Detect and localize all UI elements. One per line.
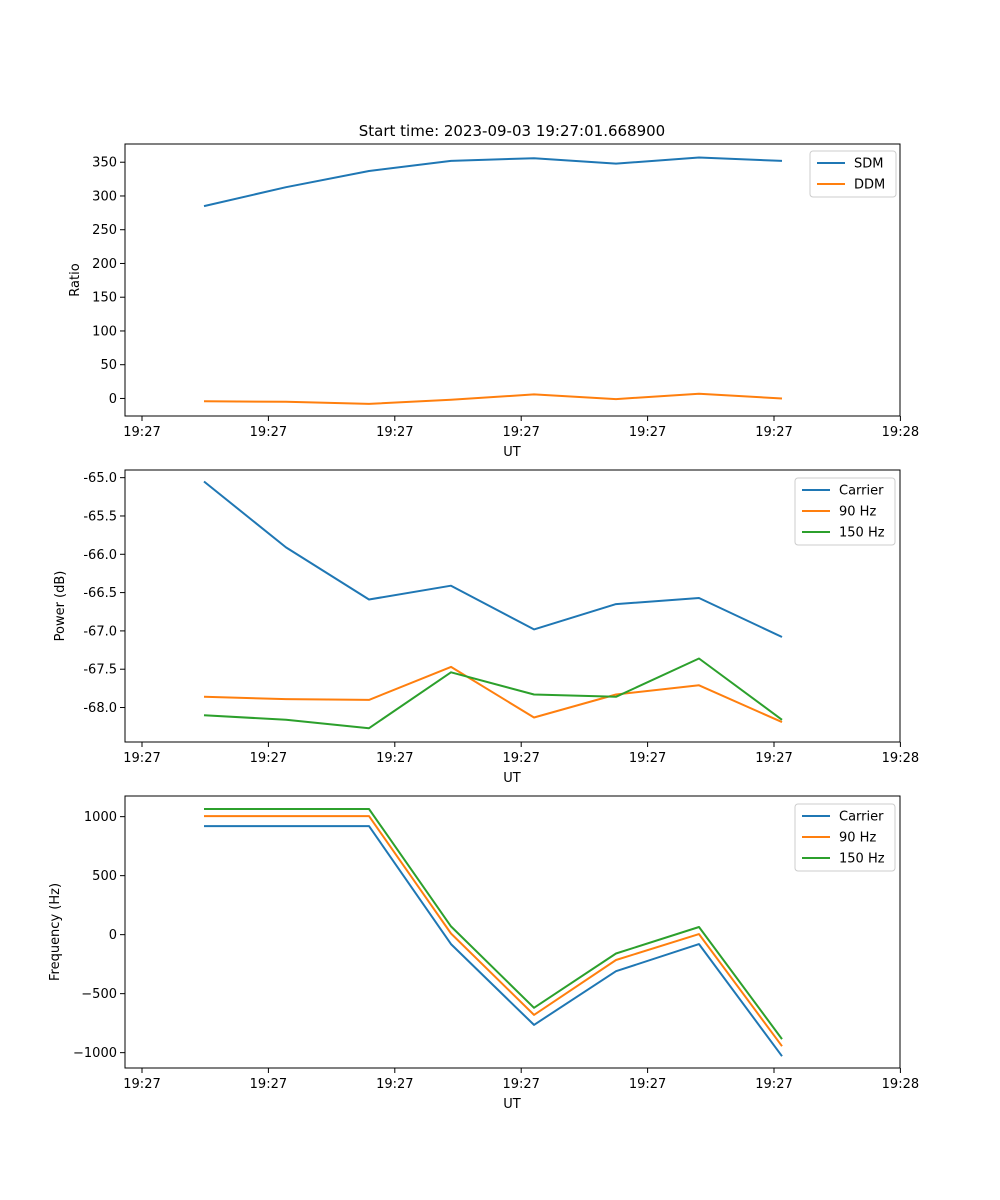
legend: SDM DDM <box>809 150 897 198</box>
y-tick-label: -68.0 <box>83 701 117 716</box>
axes-frame <box>124 143 901 417</box>
x-tick-label: 19:27 <box>502 425 539 440</box>
y-tick-label: 1000 <box>84 810 117 825</box>
y-tick-label: -66.5 <box>83 586 117 601</box>
subplot-power: UT Power (dB) 19:27 19:27 19:27 19:27 19:27 1… <box>53 469 919 786</box>
subplot-frequency: UT Frequency (Hz) 19:27 19:27 19:27 19:27 19… <box>48 795 919 1112</box>
axes-frame <box>124 469 901 743</box>
y-axis-label: Ratio <box>68 263 83 296</box>
x-tick-label: 19:27 <box>376 425 413 440</box>
x-tick-label: 19:27 <box>376 751 413 766</box>
y-tick-label: −500 <box>81 987 117 1002</box>
x-tick-label: 19:28 <box>882 751 919 766</box>
x-tick-label: 19:27 <box>123 751 160 766</box>
x-tick-label: 19:27 <box>250 425 287 440</box>
x-tick-label: 19:27 <box>502 1077 539 1092</box>
x-tick-label: 19:27 <box>755 425 792 440</box>
x-tick-label: 19:27 <box>123 1077 160 1092</box>
legend-label: 90 Hz <box>839 831 876 846</box>
series-line-150-hz <box>203 657 783 730</box>
series-line-carrier <box>203 480 783 638</box>
y-tick-label: 50 <box>100 358 117 373</box>
legend-label: Carrier <box>839 810 884 825</box>
legend-label: 150 Hz <box>839 852 885 867</box>
series-lines <box>203 480 783 730</box>
series-lines <box>203 156 783 405</box>
x-axis-label: UT <box>503 1097 521 1112</box>
x-tick-label: 19:27 <box>629 1077 666 1092</box>
y-tick-label: −1000 <box>73 1046 117 1061</box>
legend-box <box>794 803 896 872</box>
legend-label: 150 Hz <box>839 526 885 541</box>
y-tick-label: 350 <box>92 156 117 171</box>
x-tick-label: 19:28 <box>882 425 919 440</box>
y-tick-label: -67.0 <box>83 624 117 639</box>
x-tick-label: 19:27 <box>376 1077 413 1092</box>
y-tick-label: 100 <box>92 324 117 339</box>
x-tick-label: 19:27 <box>629 425 666 440</box>
x-tick-label: 19:27 <box>123 425 160 440</box>
legend-label: 90 Hz <box>839 505 876 520</box>
x-tick-label: 19:27 <box>250 751 287 766</box>
x-tick-label: 19:27 <box>755 1077 792 1092</box>
legend-label: SDM <box>854 157 883 172</box>
y-tick-label: 250 <box>92 223 117 238</box>
series-line-90-hz <box>203 665 783 724</box>
y-tick-label: 200 <box>92 257 117 272</box>
x-axis-label: UT <box>503 771 521 786</box>
legend: Carrier 90 Hz 150 Hz <box>794 477 896 546</box>
y-tick-label: 300 <box>92 189 117 204</box>
x-tick-label: 19:27 <box>755 751 792 766</box>
y-tick-label: -65.0 <box>83 471 117 486</box>
series-line-ddm <box>203 392 783 405</box>
x-tick-label: 19:28 <box>882 1077 919 1092</box>
y-tick-label: -67.5 <box>83 663 117 678</box>
y-tick-label: 500 <box>92 869 117 884</box>
series-line-90-hz <box>204 815 783 1047</box>
series-line-150-hz <box>204 808 783 1040</box>
legend-label: Carrier <box>839 484 884 499</box>
series-lines <box>204 808 783 1057</box>
y-tick-label: -65.5 <box>83 509 117 524</box>
y-tick-label: 150 <box>92 291 117 306</box>
legend-box <box>794 477 896 546</box>
x-tick-label: 19:27 <box>629 751 666 766</box>
chart-title: Start time: 2023-09-03 19:27:01.668900 <box>359 122 665 140</box>
subplot-ratio: Start time: 2023-09-03 19:27:01.668900 U… <box>68 122 919 460</box>
y-axis-label: Frequency (Hz) <box>48 883 63 981</box>
series-line-sdm <box>203 156 783 208</box>
y-tick-label: 0 <box>109 392 117 407</box>
legend-label: DDM <box>854 178 885 193</box>
y-axis-label: Power (dB) <box>53 571 68 642</box>
y-tick-label: -66.0 <box>83 548 117 563</box>
x-tick-label: 19:27 <box>250 1077 287 1092</box>
x-axis-label: UT <box>503 445 521 460</box>
axes-frame <box>124 795 901 1069</box>
series-line-carrier <box>204 825 783 1057</box>
legend: Carrier 90 Hz 150 Hz <box>794 803 896 872</box>
y-tick-label: 0 <box>109 928 117 943</box>
x-tick-label: 19:27 <box>502 751 539 766</box>
